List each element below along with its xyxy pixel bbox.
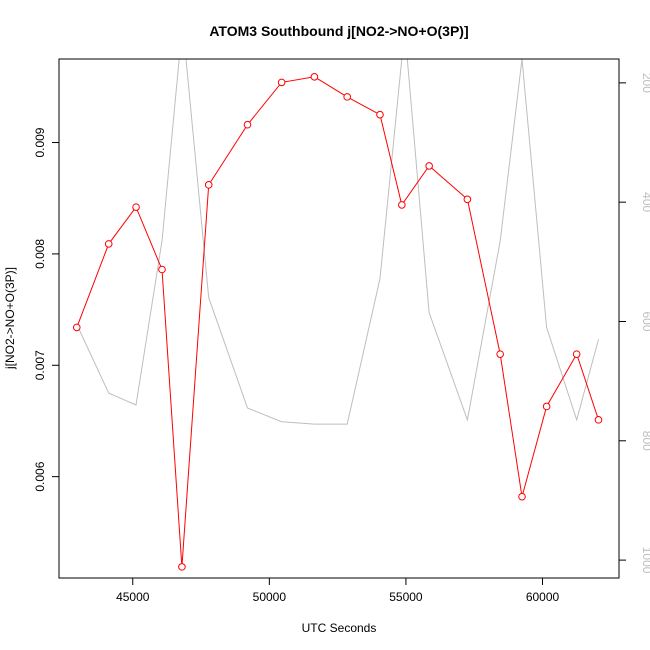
plot-area: [72, 59, 603, 571]
data-point: [496, 350, 504, 358]
data-point: [277, 78, 286, 87]
data-point: [572, 350, 581, 358]
data-point: [343, 93, 351, 101]
y2-tick-label: 800: [640, 431, 650, 451]
data-point: [158, 265, 166, 274]
y-tick-label: 0.006: [33, 461, 47, 491]
y-tick-label: 0.007: [33, 350, 47, 380]
y2-tick-label: 200: [640, 73, 650, 93]
x-tick-label: 60000: [526, 590, 560, 604]
y-axis-label: j[NO2->NO+O(3P)]: [3, 267, 17, 370]
data-point: [463, 195, 472, 204]
y2-tick-label: 400: [640, 192, 650, 212]
data-point: [72, 323, 81, 332]
data-point: [398, 201, 406, 209]
x-tick-label: 50000: [253, 590, 287, 604]
data-point: [243, 120, 252, 129]
data-point: [518, 492, 526, 501]
series-right-line: [76, 59, 599, 425]
x-tick-label: 55000: [389, 590, 423, 604]
data-point: [310, 73, 319, 81]
data-point: [594, 416, 603, 424]
data-point: [178, 563, 186, 571]
y-tick-label: 0.009: [33, 127, 47, 157]
data-point: [104, 240, 113, 248]
x-tick-label: 45000: [116, 590, 150, 604]
y2-tick-label: 1000: [640, 547, 650, 574]
data-point: [204, 181, 213, 189]
x-axis-label: UTC Seconds: [302, 621, 377, 635]
data-point: [425, 162, 433, 170]
y-tick-label: 0.008: [33, 239, 47, 269]
data-point: [376, 110, 384, 119]
data-point: [132, 203, 140, 211]
data-point: [542, 402, 551, 411]
y2-tick-label: 600: [640, 311, 650, 331]
plot-frame: [58, 58, 620, 579]
chart-title: ATOM3 Southbound j[NO2->NO+O(3P)]: [209, 23, 468, 39]
